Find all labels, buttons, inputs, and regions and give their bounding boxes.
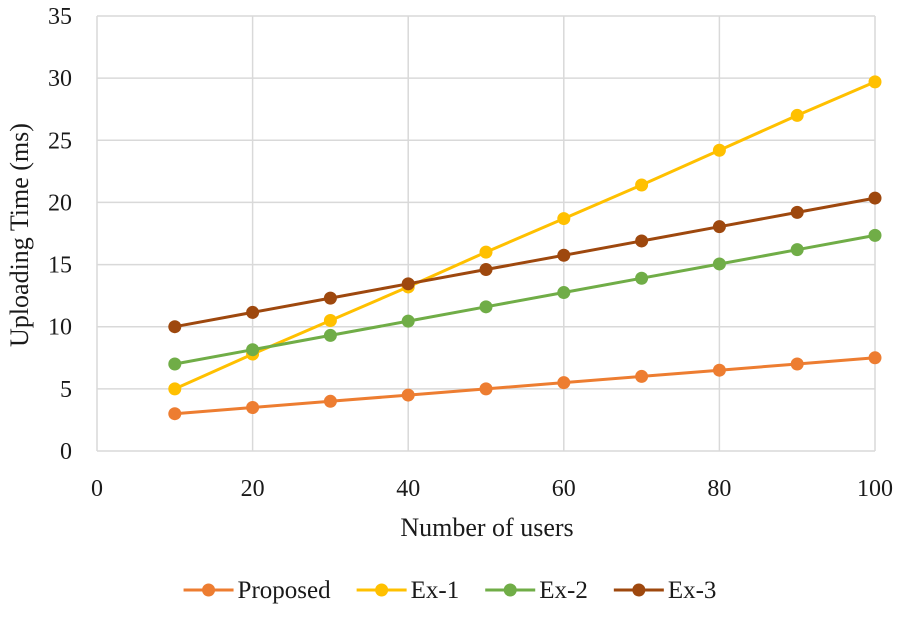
data-point-proposed	[790, 357, 804, 371]
data-point-ex-2	[401, 314, 415, 328]
legend-item-ex-1: Ex-1	[356, 577, 460, 604]
data-point-ex-3	[868, 191, 882, 205]
series-line-ex-2	[174, 233, 876, 366]
data-point-ex-3	[557, 248, 571, 262]
data-point-ex-1	[323, 314, 337, 327]
data-point-ex-3	[479, 263, 493, 277]
y-tick-label: 15	[48, 253, 72, 279]
y-tick-labels: 0 5 10 15 20 25 30 35	[48, 4, 72, 465]
y-tick-label: 10	[48, 315, 72, 341]
legend-item-ex-3: Ex-3	[613, 577, 717, 604]
data-point-ex-2	[635, 271, 649, 285]
data-point-ex-3	[246, 305, 260, 319]
data-point-proposed	[401, 388, 415, 402]
legend-label: Proposed	[238, 577, 332, 604]
data-point-proposed	[168, 407, 182, 421]
y-tick-label: 5	[60, 377, 72, 403]
series-line-proposed	[174, 356, 876, 416]
data-point-ex-2	[712, 257, 726, 271]
x-tick-label: 100	[857, 476, 893, 502]
y-tick-label: 25	[48, 128, 72, 154]
x-tick-label: 0	[91, 476, 103, 502]
data-point-ex-1	[868, 75, 882, 89]
y-tick-label: 0	[60, 439, 72, 465]
legend-swatch-marker	[632, 583, 646, 597]
data-point-ex-3	[401, 277, 415, 291]
data-point-proposed	[868, 351, 882, 365]
data-point-ex-3	[635, 234, 649, 248]
legend-label: Ex-3	[668, 577, 717, 604]
data-point-proposed	[323, 394, 337, 408]
data-point-proposed	[635, 369, 649, 383]
data-point-ex-3	[790, 205, 804, 219]
data-point-ex-1	[557, 212, 571, 226]
series-group	[168, 75, 882, 421]
legend-swatch-marker	[375, 583, 389, 597]
legend-label: Ex-2	[539, 577, 588, 604]
data-point-ex-2	[479, 300, 493, 314]
data-point-ex-2	[168, 357, 182, 371]
data-point-ex-1	[479, 245, 493, 259]
data-point-ex-3	[168, 320, 182, 334]
legend-item-proposed: Proposed	[183, 577, 332, 604]
data-point-ex-2	[246, 343, 260, 357]
data-point-ex-2	[557, 286, 571, 300]
data-point-ex-2	[868, 228, 882, 242]
y-axis-title: Uploading Time (ms)	[5, 123, 34, 347]
data-point-ex-1	[790, 108, 804, 122]
series-line-ex-3	[174, 196, 876, 329]
data-point-ex-1	[635, 178, 649, 192]
data-point-ex-2	[323, 328, 337, 342]
data-point-ex-2	[790, 243, 804, 257]
data-point-ex-1	[168, 382, 182, 396]
x-tick-label: 80	[707, 476, 731, 502]
series-ex-2	[168, 228, 882, 371]
y-tick-label: 30	[48, 66, 72, 92]
x-tick-labels: 0 20 40 60 80 100	[91, 476, 893, 502]
series-ex-3	[168, 191, 882, 334]
y-tick-label: 20	[48, 190, 72, 216]
data-point-proposed	[712, 363, 726, 377]
data-point-proposed	[557, 376, 571, 390]
data-point-ex-1	[712, 143, 726, 157]
legend-swatch-marker	[202, 583, 216, 597]
x-tick-label: 40	[396, 476, 420, 502]
series-proposed	[168, 351, 882, 421]
legend-swatch-marker	[503, 583, 517, 597]
data-point-proposed	[246, 401, 260, 414]
x-tick-label: 60	[552, 476, 576, 502]
x-tick-label: 20	[241, 476, 265, 502]
y-tick-label: 35	[48, 4, 72, 30]
data-point-ex-3	[323, 291, 337, 305]
series-ex-1	[168, 75, 882, 396]
legend-item-ex-2: Ex-2	[485, 577, 588, 604]
data-point-proposed	[479, 382, 493, 396]
legend-label: Ex-1	[411, 577, 460, 604]
series-line-ex-1	[174, 80, 876, 391]
x-axis-title: Number of users	[400, 513, 573, 542]
data-point-ex-3	[712, 220, 726, 234]
legend: Proposed Ex-1 Ex-2 Ex-3	[183, 577, 717, 604]
